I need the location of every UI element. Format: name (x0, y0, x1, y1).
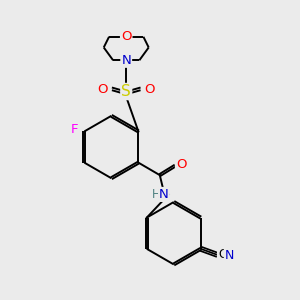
Text: N: N (225, 249, 234, 262)
Text: S: S (121, 84, 131, 99)
Text: H: H (152, 188, 160, 201)
Text: O: O (97, 82, 108, 96)
Text: O: O (145, 82, 155, 96)
Text: O: O (176, 158, 186, 171)
Text: N: N (121, 54, 131, 67)
Text: C: C (218, 248, 226, 261)
Text: F: F (71, 123, 79, 136)
Text: O: O (121, 30, 131, 43)
Text: N: N (159, 188, 169, 201)
